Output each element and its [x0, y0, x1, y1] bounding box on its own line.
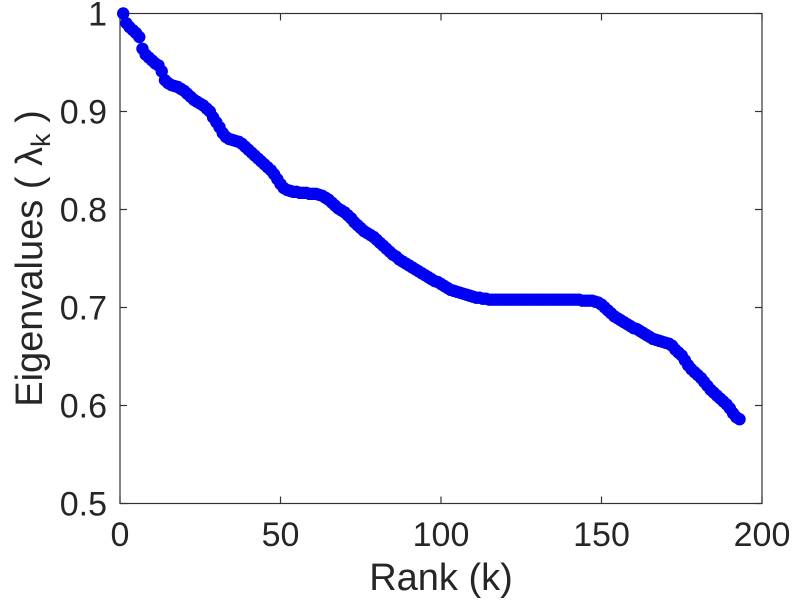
- data-point: [133, 30, 146, 44]
- x-tick-label: 150: [573, 516, 630, 554]
- x-tick-label: 50: [262, 516, 300, 554]
- data-point: [733, 413, 746, 426]
- y-axis-label-subscript: k: [26, 133, 56, 147]
- y-axis-label-prefix: Eigenvalues ( λ: [9, 147, 51, 407]
- y-tick-label: 0.8: [60, 192, 107, 230]
- x-tick-label: 100: [413, 516, 470, 554]
- plot-area: 0 50 100 150 200 0.5 0.6 0.7 0.8 0.9 1: [60, 0, 791, 554]
- x-tick-label: 200: [734, 516, 791, 554]
- y-tick-label: 0.7: [60, 290, 107, 328]
- plot-box: [119, 12, 763, 505]
- y-axis-label-suffix: ): [9, 110, 51, 133]
- x-axis-label: Rank (k): [369, 557, 513, 599]
- data-series-eigenvalue-spectrum: [117, 7, 746, 426]
- y-tick-label: 0.9: [60, 94, 107, 132]
- y-tick-label: 1: [88, 0, 107, 34]
- y-tick-label: 0.5: [60, 486, 107, 524]
- y-axis-label: Eigenvalues ( λk ): [9, 110, 56, 407]
- x-tick-label: 0: [111, 516, 130, 554]
- data-point: [117, 7, 130, 20]
- y-tick-label: 0.6: [60, 388, 107, 426]
